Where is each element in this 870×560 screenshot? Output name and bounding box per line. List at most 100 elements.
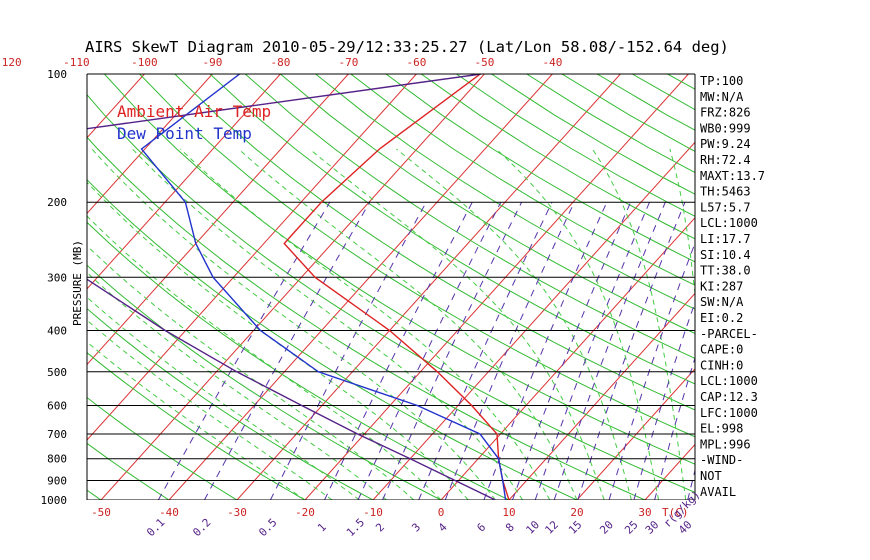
dry-adiabat-line xyxy=(87,136,646,500)
mixing-ratio-tick-label: 30 xyxy=(643,518,662,537)
mixing-ratio-tick-label: 1 xyxy=(315,521,329,535)
dry-adiabat-line xyxy=(87,307,374,500)
legend-dew-point: Dew Point Temp xyxy=(117,124,252,143)
chart-title: AIRS SkewT Diagram 2010-05-29/12:33:25.2… xyxy=(85,38,729,56)
isotherm-line xyxy=(304,74,689,500)
moist-adiabat-line xyxy=(87,319,333,500)
stat-item: LI:17.7 xyxy=(700,232,751,246)
moist-adiabat-line xyxy=(669,148,695,300)
moist-adiabat-line xyxy=(309,148,605,500)
pressure-tick-label: 600 xyxy=(47,399,67,412)
legend-air-temp: Ambient Air Temp xyxy=(117,102,271,121)
dry-adiabat-line xyxy=(632,74,695,111)
stat-item: TT:38.0 xyxy=(700,264,751,278)
bottom-temp-tick-label: -50 xyxy=(91,506,111,519)
mixing-ratio-tick-label: 6 xyxy=(474,521,488,535)
isotherm-line xyxy=(576,368,695,500)
temp-unit-label: T(C) xyxy=(662,506,689,519)
axes-layer: 1002003004005006007008009001000-120-110-… xyxy=(0,56,703,539)
stat-item: SI:10.4 xyxy=(700,248,751,262)
dry-adiabat-line xyxy=(773,74,870,500)
stat-item: -PARCEL- xyxy=(700,327,758,341)
dry-adiabat-line xyxy=(280,74,695,335)
bottom-temp-tick-label: -30 xyxy=(227,506,247,519)
dry-adiabat-line xyxy=(738,74,870,500)
top-temp-tick-label: -100 xyxy=(131,56,158,69)
stat-item: KI:287 xyxy=(700,279,743,293)
top-temp-tick-label: -80 xyxy=(270,56,290,69)
dry-adiabat-line xyxy=(385,74,695,263)
isotherm-line xyxy=(87,74,417,441)
top-temp-tick-label: -60 xyxy=(406,56,426,69)
stat-item: MW:N/A xyxy=(700,90,744,104)
moist-adiabat-line xyxy=(87,271,387,500)
mixing-ratio-tick-label: 15 xyxy=(566,518,585,537)
stat-item: -WIND- xyxy=(700,453,743,467)
stat-item: CAP:12.3 xyxy=(700,390,758,404)
dry-adiabat-line xyxy=(315,74,695,310)
mixing-ratio-tick-label: 3 xyxy=(409,521,423,535)
isotherm-line xyxy=(372,141,695,500)
series-layer xyxy=(87,74,510,500)
stat-item: TH:5463 xyxy=(700,185,751,199)
mixing-ratio-tick-label: 0.2 xyxy=(190,516,213,539)
top-temp-tick-label: -110 xyxy=(63,56,90,69)
isotherm-line xyxy=(508,292,695,500)
dry-adiabat-line xyxy=(87,396,238,500)
parcel-line xyxy=(87,74,496,500)
stat-item: EI:0.2 xyxy=(700,311,743,325)
mixing-ratio-tick-label: 0.1 xyxy=(144,516,167,539)
dry-adiabat-line xyxy=(87,179,578,500)
isotherm-line xyxy=(87,74,213,215)
dry-adiabat-line xyxy=(844,74,870,500)
mixing-ratio-tick-label: 10 xyxy=(523,518,542,537)
isotherm-line xyxy=(87,74,349,366)
stat-item: L57:5.7 xyxy=(700,200,751,214)
stat-item: RH:72.4 xyxy=(700,153,751,167)
pressure-tick-label: 200 xyxy=(47,196,67,209)
air-temp-line xyxy=(283,74,510,500)
pressure-tick-label: 300 xyxy=(47,271,67,284)
moist-adiabat-line xyxy=(238,148,578,500)
pressure-tick-label: 1000 xyxy=(41,494,68,507)
dew-point-line xyxy=(140,74,507,500)
top-temp-tick-label: -70 xyxy=(338,56,358,69)
dry-adiabat-line xyxy=(209,74,695,385)
mixing-ratio-tick-label: 12 xyxy=(542,518,561,537)
mixing-ratio-tick-label: 0.5 xyxy=(256,516,279,539)
stat-item: LCL:1000 xyxy=(700,216,758,230)
pressure-tick-label: 800 xyxy=(47,453,67,466)
top-temp-tick-label: -50 xyxy=(474,56,494,69)
dry-adiabat-line xyxy=(87,442,170,500)
pressure-tick-label: 100 xyxy=(47,68,67,81)
moist-adiabat-line xyxy=(396,148,632,500)
bottom-temp-tick-label: 10 xyxy=(502,506,515,519)
stat-item: CAPE:0 xyxy=(700,343,743,357)
bottom-temp-tick-label: 0 xyxy=(438,506,445,519)
bottom-temp-tick-label: -10 xyxy=(363,506,383,519)
dry-adiabat-line xyxy=(87,264,442,500)
mixing-ratio-tick-label: 20 xyxy=(597,518,616,537)
top-temp-tick-label: -120 xyxy=(0,56,22,69)
top-temp-tick-label: -90 xyxy=(202,56,222,69)
grid-layer xyxy=(87,74,870,500)
bottom-temp-tick-label: -20 xyxy=(295,506,315,519)
stat-item: SW:N/A xyxy=(700,295,744,309)
bottom-temp-tick-label: 20 xyxy=(570,506,583,519)
isotherm-line xyxy=(849,74,870,500)
mixing-ratio-tick-label: 2 xyxy=(373,521,387,535)
mixing-ratio-tick-label: 4 xyxy=(436,520,450,534)
dry-adiabat-line xyxy=(456,74,695,217)
mixing-ratio-line xyxy=(534,202,650,500)
moist-adiabat-line xyxy=(87,296,360,500)
isotherm-line xyxy=(87,74,281,290)
mixing-ratio-tick-label: 8 xyxy=(503,521,517,535)
pressure-tick-label: 400 xyxy=(47,324,67,337)
top-temp-tick-label: -40 xyxy=(542,56,562,69)
stat-item: AVAIL xyxy=(700,485,736,499)
dry-adiabat-line xyxy=(808,74,870,500)
dry-adiabat-line xyxy=(491,74,695,195)
bottom-temp-tick-label: -40 xyxy=(159,506,179,519)
